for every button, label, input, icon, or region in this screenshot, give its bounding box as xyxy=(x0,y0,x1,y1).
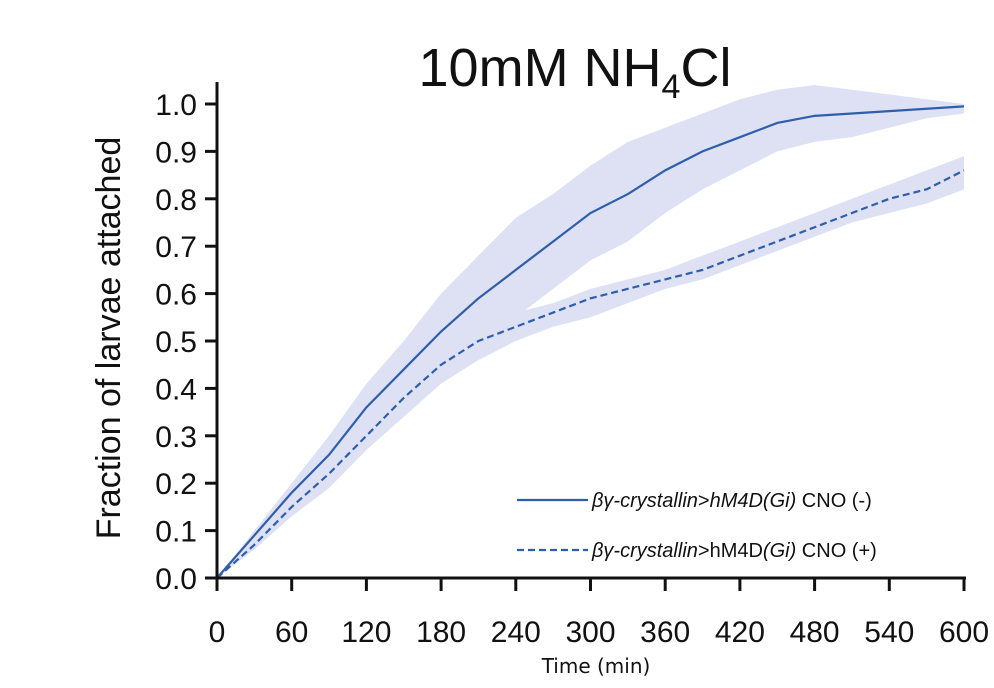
x-tick-label: 480 xyxy=(790,616,840,649)
confidence-bands xyxy=(217,85,964,578)
y-tick-label: 0.6 xyxy=(155,279,197,312)
y-tick-label: 0.2 xyxy=(155,468,197,501)
y-tick-label: 0.8 xyxy=(155,184,197,217)
series-1-line xyxy=(216,105,965,579)
title-suffix: Cl xyxy=(680,38,731,98)
legend: βγ-crystallin>hM4D(Gi) CNO (-) βγ-crystal… xyxy=(517,490,877,562)
y-tick-label: 0.3 xyxy=(155,421,197,454)
y-tick-label: 0.5 xyxy=(155,326,197,359)
y-tick-label: 0.4 xyxy=(155,373,197,406)
series-lines xyxy=(216,105,965,579)
x-tick-label: 600 xyxy=(939,616,989,649)
y-axis-label: Fraction of larvae attached xyxy=(90,137,128,540)
x-tick-label: 300 xyxy=(565,616,615,649)
legend-label: βγ-crystallin>hM4D(Gi) CNO (-) xyxy=(591,490,872,512)
chart-title: 10mM NH4Cl xyxy=(419,38,732,106)
series-2-band xyxy=(217,156,964,578)
title-subscript: 4 xyxy=(662,68,681,106)
x-tick-label: 420 xyxy=(715,616,765,649)
x-tick-label: 180 xyxy=(416,616,466,649)
x-ticks: 0 60 120 180 240 300 360 420 480 540 600 xyxy=(209,578,989,649)
x-tick-label: 120 xyxy=(341,616,391,649)
x-tick-label: 360 xyxy=(640,616,690,649)
x-axis-label: Time (min) xyxy=(541,654,651,678)
y-tick-label: 0.0 xyxy=(155,563,197,596)
y-tick-label: 1.0 xyxy=(155,89,197,122)
x-tick-label: 60 xyxy=(275,616,308,649)
legend-label: βγ-crystallin>hM4D(Gi) CNO (+) xyxy=(591,540,877,562)
y-tick-label: 0.9 xyxy=(155,136,197,169)
x-tick-label: 540 xyxy=(864,616,914,649)
x-tick-label: 240 xyxy=(491,616,541,649)
title-prefix: 10mM NH xyxy=(419,38,662,98)
series-1-band xyxy=(217,85,964,578)
x-tick-label: 0 xyxy=(209,616,226,649)
y-ticks: 0.0 0.1 0.2 0.3 0.4 0.5 0.6 0.7 0.8 0.9 1.0 xyxy=(155,89,217,596)
y-tick-label: 0.1 xyxy=(155,516,197,549)
y-tick-label: 0.7 xyxy=(155,231,197,264)
series-2-line xyxy=(216,169,965,579)
